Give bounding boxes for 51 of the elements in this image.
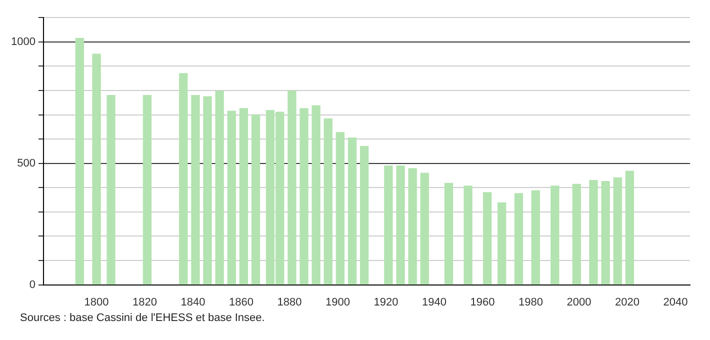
bar — [420, 172, 429, 285]
bar — [75, 38, 84, 285]
bar — [227, 110, 236, 285]
bar — [336, 132, 345, 285]
x-tick-label: 1880 — [277, 296, 302, 308]
x-tick-label: 1800 — [84, 296, 109, 308]
bar — [589, 180, 598, 285]
bar — [531, 190, 540, 285]
source-note: Sources : base Cassini de l'EHESS et base Insee. — [20, 312, 266, 324]
bar — [106, 95, 116, 285]
bar — [601, 180, 610, 285]
bar — [312, 105, 320, 285]
bar — [348, 138, 357, 285]
bar — [384, 165, 393, 285]
bar — [396, 165, 405, 285]
y-tick-label: 1000 — [10, 36, 36, 48]
bar — [300, 108, 308, 285]
bar — [498, 202, 506, 285]
x-tick-label: 1840 — [180, 296, 206, 308]
x-tick-label: 2020 — [615, 296, 640, 308]
bar — [142, 95, 152, 285]
bar — [179, 73, 188, 285]
x-tick-label: 1980 — [518, 296, 544, 308]
bar — [408, 168, 417, 285]
bar — [514, 193, 524, 285]
bar — [203, 96, 212, 285]
bar — [288, 90, 296, 285]
x-tick-label: 2040 — [663, 296, 688, 308]
bar — [215, 90, 224, 285]
bar — [483, 192, 492, 285]
y-tick-label: 0 — [29, 278, 36, 291]
bar — [92, 54, 101, 285]
bar — [191, 95, 200, 285]
x-tick-label: 1900 — [326, 296, 350, 308]
bar — [550, 186, 560, 285]
x-tick-label: 1940 — [422, 296, 447, 308]
x-tick-label: 1860 — [229, 296, 254, 308]
bar — [625, 170, 634, 285]
x-tick-label: 1920 — [374, 296, 398, 308]
bar — [360, 146, 369, 285]
bar — [239, 108, 248, 285]
bar — [464, 186, 472, 285]
x-tick-label: 1960 — [470, 296, 495, 308]
bar — [251, 114, 260, 285]
x-tick-label: 1820 — [132, 296, 158, 308]
x-tick-label: 2000 — [566, 296, 592, 308]
bar — [444, 182, 454, 285]
y-tick-label: 500 — [17, 157, 36, 170]
bar — [613, 177, 622, 285]
bar — [572, 184, 581, 285]
bar — [324, 118, 332, 285]
